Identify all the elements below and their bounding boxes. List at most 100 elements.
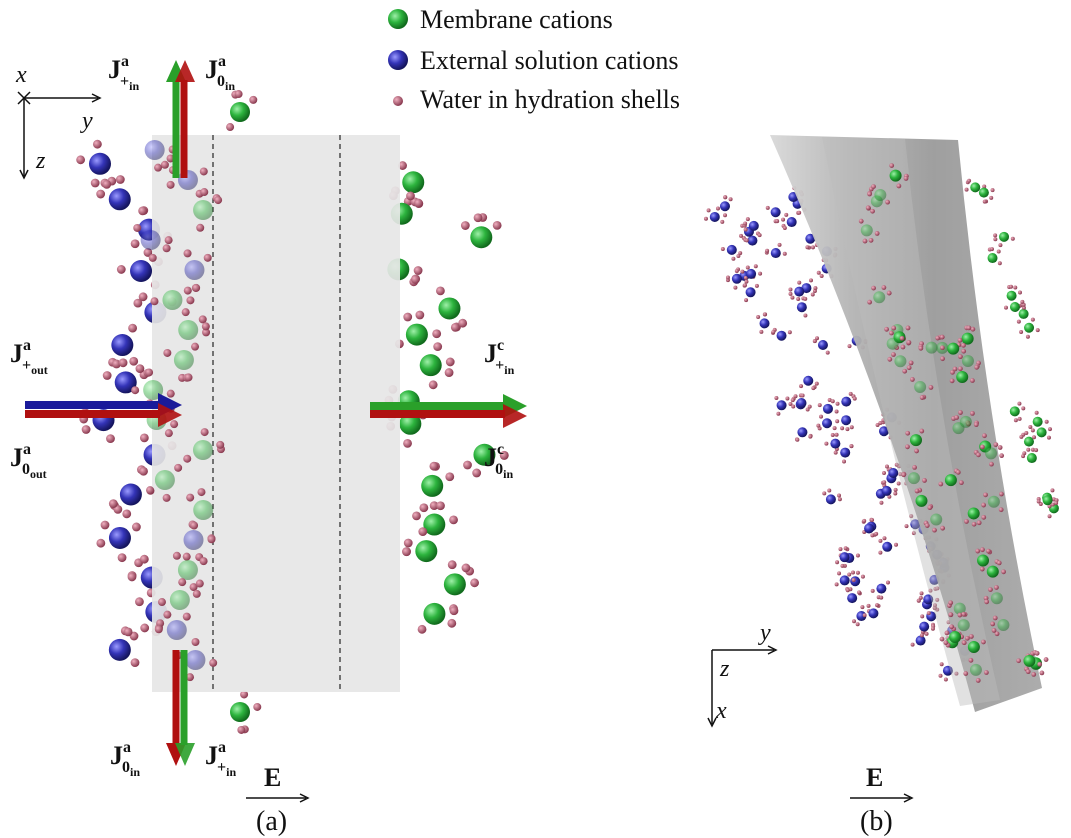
cation — [947, 342, 960, 355]
water — [983, 595, 989, 601]
water — [745, 217, 750, 222]
water — [163, 348, 172, 357]
water — [946, 620, 951, 625]
cation — [178, 320, 199, 340]
cation — [776, 400, 787, 411]
water — [834, 432, 839, 437]
water — [166, 180, 175, 189]
water — [847, 572, 852, 577]
water — [132, 522, 141, 532]
water — [127, 572, 137, 582]
water — [800, 393, 805, 398]
water — [776, 411, 781, 416]
water — [140, 623, 150, 633]
water — [445, 357, 455, 367]
water — [403, 438, 412, 448]
water — [981, 514, 987, 520]
water — [812, 339, 817, 344]
water — [1046, 435, 1051, 440]
water — [198, 315, 207, 324]
cation — [185, 650, 206, 670]
water — [919, 428, 925, 434]
cation — [162, 290, 183, 310]
water — [1035, 328, 1040, 333]
water — [1037, 661, 1043, 667]
water — [102, 179, 112, 189]
water — [172, 551, 181, 560]
water — [902, 368, 908, 374]
water — [855, 622, 860, 627]
water — [743, 221, 748, 226]
water — [734, 268, 739, 273]
cation — [748, 220, 759, 231]
water — [1034, 650, 1040, 656]
flux-symbol: J — [10, 339, 23, 368]
water — [975, 678, 981, 683]
water — [996, 560, 1002, 566]
water — [1017, 290, 1022, 295]
cation — [747, 235, 758, 246]
water — [920, 614, 925, 619]
water — [970, 378, 975, 383]
water — [879, 500, 884, 505]
water — [857, 590, 862, 595]
flux-symbol: J — [10, 443, 23, 472]
axis-label: z — [719, 656, 730, 682]
water — [980, 444, 985, 450]
water — [860, 574, 865, 579]
water — [803, 296, 808, 301]
flux-subsubscript: in — [130, 765, 140, 779]
cation — [470, 226, 493, 249]
cation — [881, 485, 892, 496]
water — [774, 395, 779, 400]
water — [889, 330, 894, 336]
water — [964, 187, 969, 192]
water — [871, 184, 876, 189]
cation — [797, 427, 808, 438]
flux-subscript: + — [120, 73, 129, 90]
water — [163, 610, 172, 619]
water — [1016, 658, 1022, 664]
water — [81, 425, 91, 434]
water — [402, 547, 411, 557]
water — [753, 264, 758, 269]
water — [816, 423, 821, 428]
water — [150, 297, 159, 306]
water — [927, 505, 933, 511]
water — [875, 422, 880, 427]
water — [191, 638, 200, 647]
water — [1016, 319, 1021, 324]
water — [156, 619, 165, 628]
water — [195, 579, 204, 588]
water — [429, 461, 439, 471]
water — [759, 329, 764, 334]
water — [981, 639, 986, 645]
membrane-core — [822, 137, 1000, 706]
cation — [907, 472, 920, 485]
water — [1030, 428, 1035, 433]
water — [860, 605, 865, 610]
water — [961, 640, 967, 646]
cation — [841, 415, 852, 426]
water — [834, 409, 839, 414]
flux-subscript: 0 — [495, 461, 503, 478]
water — [919, 633, 924, 638]
water — [816, 270, 821, 275]
flux-subsubscript: in — [226, 765, 236, 779]
flux-superscript: a — [123, 739, 131, 756]
water — [958, 410, 963, 415]
water — [910, 642, 915, 647]
water — [974, 364, 980, 370]
water — [926, 611, 931, 616]
water — [249, 95, 258, 104]
water — [924, 631, 929, 636]
water — [419, 503, 429, 513]
water — [200, 188, 209, 197]
water — [835, 560, 840, 565]
water — [447, 560, 457, 570]
water — [833, 450, 838, 455]
water — [815, 336, 820, 341]
water — [1048, 427, 1053, 432]
water — [92, 139, 102, 149]
membrane — [152, 135, 400, 692]
